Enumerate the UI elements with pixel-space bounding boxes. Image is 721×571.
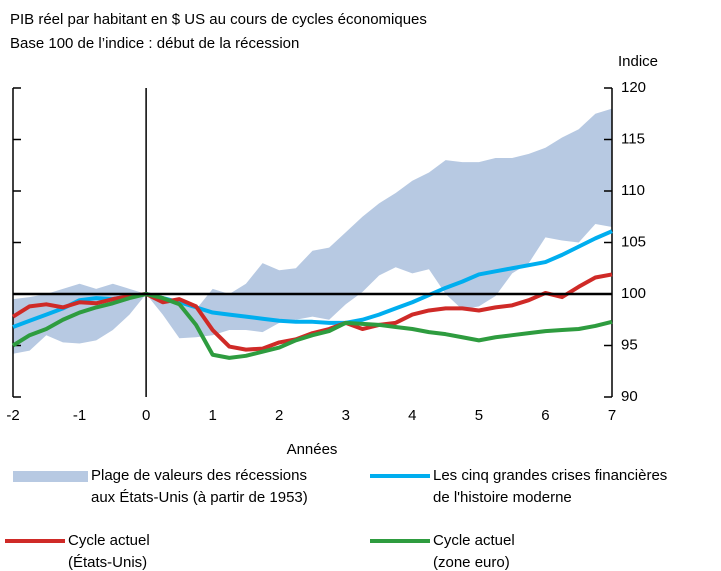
legend-label: Les cinq grandes crises financières de l… xyxy=(433,467,668,506)
x-tick-label: -2 xyxy=(6,407,19,424)
x-tick-label: 4 xyxy=(408,407,416,424)
legend-label: Cycle actuel (États-Unis) xyxy=(68,532,150,571)
x-tick-label: 7 xyxy=(608,407,616,424)
y-tick-label: 105 xyxy=(621,233,646,250)
y-tick-label: 120 xyxy=(621,79,646,96)
chart-subtitle: Base 100 de l’indice : début de la réces… xyxy=(10,35,299,52)
x-axis-label: Années xyxy=(287,441,338,458)
x-tick-label: 2 xyxy=(275,407,283,424)
y-tick-label: 110 xyxy=(621,182,645,199)
x-tick-label: -1 xyxy=(73,407,86,424)
legend-label: Cycle actuel (zone euro) xyxy=(433,532,515,571)
x-tick-label: 6 xyxy=(541,407,549,424)
legend-swatch xyxy=(13,471,88,482)
chart-title: PIB réel par habitant en $ US au cours d… xyxy=(10,11,427,28)
x-tick-label: 1 xyxy=(208,407,216,424)
series-line xyxy=(11,292,613,360)
y-tick-label: 95 xyxy=(621,336,638,353)
y-tick-label: 100 xyxy=(621,285,646,302)
y-tick-label: 115 xyxy=(621,130,645,147)
range-band xyxy=(13,108,612,354)
x-tick-label: 5 xyxy=(475,407,483,424)
y-axis-label: Indice xyxy=(618,53,658,70)
legend-label: Plage de valeurs des récessions aux État… xyxy=(91,467,308,506)
x-tick-label: 3 xyxy=(342,407,350,424)
y-tick-label: 90 xyxy=(621,388,638,405)
x-tick-label: 0 xyxy=(142,407,150,424)
